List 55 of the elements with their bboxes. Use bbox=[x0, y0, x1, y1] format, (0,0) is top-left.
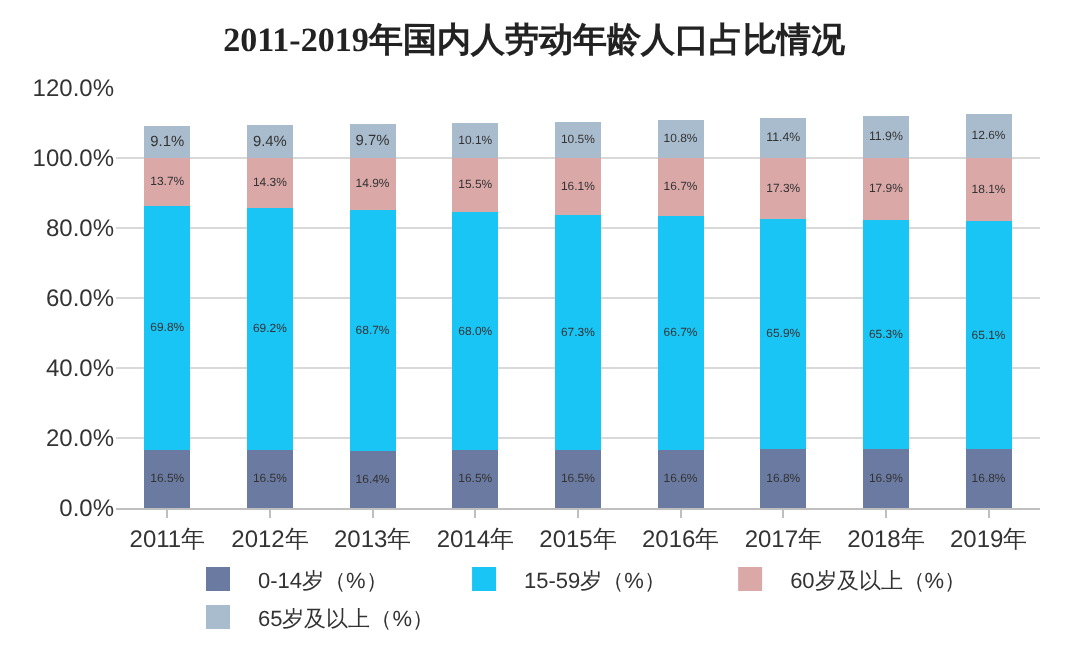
bar bbox=[657, 120, 704, 158]
x-tick-label: 2017年 bbox=[744, 524, 823, 553]
y-tick-label: 80.0% bbox=[45, 214, 115, 243]
y-tick-label: 40.0% bbox=[45, 354, 115, 383]
y-tick-label: 120.0% bbox=[32, 74, 115, 103]
bar bbox=[144, 450, 191, 508]
x-tick-label: 2011年 bbox=[129, 524, 206, 553]
legend-label: 0-14岁（%） bbox=[258, 569, 388, 594]
bar bbox=[862, 116, 910, 158]
bar bbox=[862, 220, 910, 449]
bar bbox=[554, 450, 602, 508]
bar bbox=[760, 158, 807, 219]
bar bbox=[862, 448, 910, 508]
x-tick-label: 2016年 bbox=[641, 524, 720, 553]
bar bbox=[554, 158, 602, 215]
data-label: 9.4% bbox=[252, 131, 288, 150]
legend-label: 60岁及以上（%） bbox=[790, 567, 967, 594]
bar bbox=[452, 158, 499, 213]
bar bbox=[657, 158, 704, 217]
bar bbox=[760, 118, 807, 158]
bar bbox=[246, 208, 294, 451]
bar bbox=[657, 216, 704, 450]
bar bbox=[965, 221, 1012, 450]
data-label: 9.7% bbox=[355, 131, 391, 150]
bar bbox=[349, 450, 396, 508]
bar bbox=[554, 214, 602, 451]
bar bbox=[965, 449, 1012, 508]
x-tick-label: 2013年 bbox=[333, 524, 412, 553]
y-tick-label: 60.0% bbox=[45, 284, 115, 313]
bar bbox=[862, 157, 910, 221]
legend-label: 65岁及以上（%） bbox=[258, 605, 435, 632]
bar bbox=[760, 218, 807, 450]
data-label: 9.1% bbox=[150, 132, 185, 151]
x-tick-label: 2019年 bbox=[949, 524, 1028, 553]
x-tick-label: 2014年 bbox=[436, 524, 515, 553]
x-tick-label: 2015年 bbox=[539, 524, 617, 553]
x-tick-label: 2012年 bbox=[231, 524, 309, 553]
x-tick-label: 2018年 bbox=[847, 524, 925, 553]
bar bbox=[452, 450, 499, 508]
bar bbox=[349, 210, 396, 451]
chart-title: 2011-2019年国内人劳动年龄人口占比情况 bbox=[223, 20, 847, 59]
bar bbox=[657, 449, 704, 508]
y-tick-label: 0.0% bbox=[59, 494, 115, 523]
bar bbox=[144, 205, 191, 451]
bar bbox=[965, 113, 1012, 158]
bar bbox=[144, 158, 191, 206]
legend-label: 15-59岁（%） bbox=[524, 569, 666, 594]
bar bbox=[246, 450, 294, 508]
bar bbox=[349, 158, 396, 211]
bar bbox=[965, 158, 1012, 222]
bar bbox=[760, 449, 807, 508]
bar bbox=[452, 212, 499, 451]
y-tick-label: 100.0% bbox=[32, 144, 115, 173]
bar bbox=[246, 158, 294, 209]
y-tick-label: 20.0% bbox=[45, 424, 115, 453]
